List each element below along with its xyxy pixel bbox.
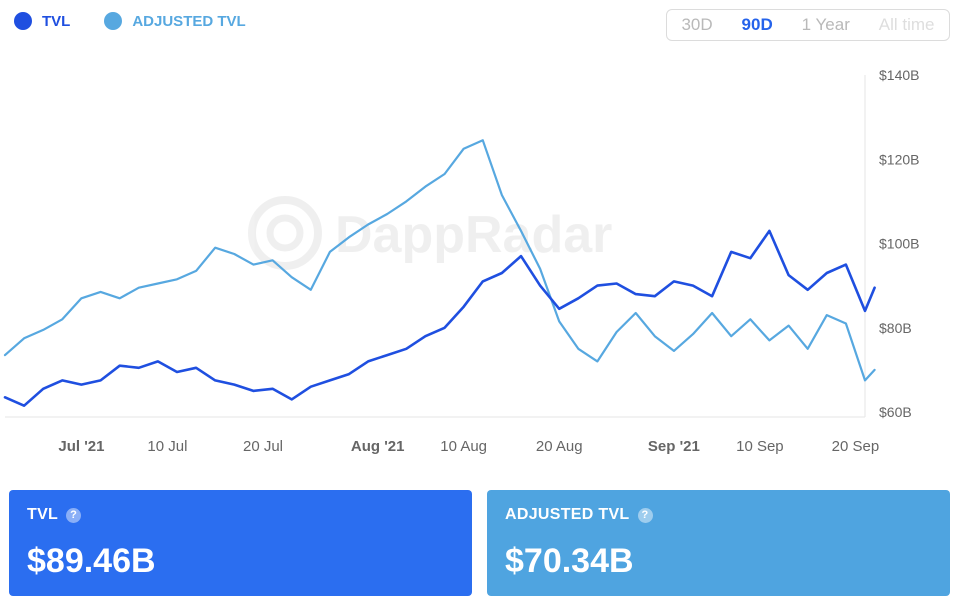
range-30d-button[interactable]: 30D	[681, 15, 713, 34]
y-axis-ticks: $60B $80B $100B $120B $140B	[879, 67, 919, 420]
legend-dot-adjusted-tvl	[104, 12, 123, 30]
series-line-adjusted-tvl[interactable]	[3, 139, 876, 382]
adjusted-tvl-card-title: ADJUSTED TVL ?	[505, 506, 653, 524]
x-tick-label: Sep '21	[648, 438, 700, 455]
tvl-card-title: TVL ?	[27, 506, 82, 524]
y-tick-label: $120B	[879, 151, 919, 167]
tvl-card-label: TVL	[27, 506, 59, 523]
tvl-card-value: $89.46B	[27, 542, 156, 580]
chart-axes	[5, 75, 866, 418]
legend-dot-tvl	[14, 12, 32, 30]
legend-item-tvl[interactable]: TVL	[14, 12, 70, 30]
x-axis-ticks: Jul '21 10 Jul 20 Jul Aug '21 10 Aug 20 Aug Se…	[58, 438, 879, 455]
watermark-logo-inner	[266, 214, 304, 252]
x-tick-label: 10 Jul	[147, 438, 187, 455]
watermark-logo-icon	[248, 196, 322, 270]
tvl-card: TVL ? $89.46B	[9, 490, 472, 596]
chart-legend: TVL ADJUSTED TVL	[14, 12, 246, 30]
time-range-selector: 30D 90D 1 Year All time	[666, 9, 950, 41]
y-tick-label: $100B	[879, 236, 919, 252]
range-all-time-button[interactable]: All time	[878, 15, 935, 34]
help-icon[interactable]: ?	[66, 507, 82, 523]
adjusted-tvl-card: ADJUSTED TVL ? $70.34B	[487, 490, 950, 596]
series-line-tvl[interactable]	[3, 229, 876, 407]
x-tick-label: 10 Sep	[736, 438, 784, 455]
x-tick-label: 20 Sep	[832, 438, 880, 455]
x-tick-label: 10 Aug	[440, 438, 487, 455]
watermark: DappRadar	[248, 196, 612, 270]
x-tick-label: 20 Aug	[536, 438, 583, 455]
range-1-year-button[interactable]: 1 Year	[801, 15, 850, 34]
legend-label-tvl: TVL	[42, 12, 71, 30]
tvl-line-chart: DappRadar Jul '21 10 Jul 20 Jul Aug '21 10 A…	[3, 67, 919, 455]
x-tick-label: Jul '21	[58, 438, 104, 455]
y-tick-label: $60B	[879, 404, 912, 420]
adjusted-tvl-card-value: $70.34B	[505, 542, 634, 580]
chart-series	[3, 139, 876, 407]
x-tick-label: 20 Jul	[243, 438, 283, 455]
y-tick-label: $80B	[879, 320, 912, 336]
legend-label-adjusted-tvl: ADJUSTED TVL	[132, 12, 246, 30]
y-tick-label: $140B	[879, 67, 919, 83]
watermark-text: DappRadar	[335, 206, 612, 264]
adjusted-tvl-card-label: ADJUSTED TVL	[505, 506, 630, 523]
legend-item-adjusted-tvl[interactable]: ADJUSTED TVL	[104, 12, 246, 30]
x-tick-label: Aug '21	[351, 438, 405, 455]
range-90d-button[interactable]: 90D	[741, 15, 773, 34]
help-icon[interactable]: ?	[637, 507, 653, 523]
